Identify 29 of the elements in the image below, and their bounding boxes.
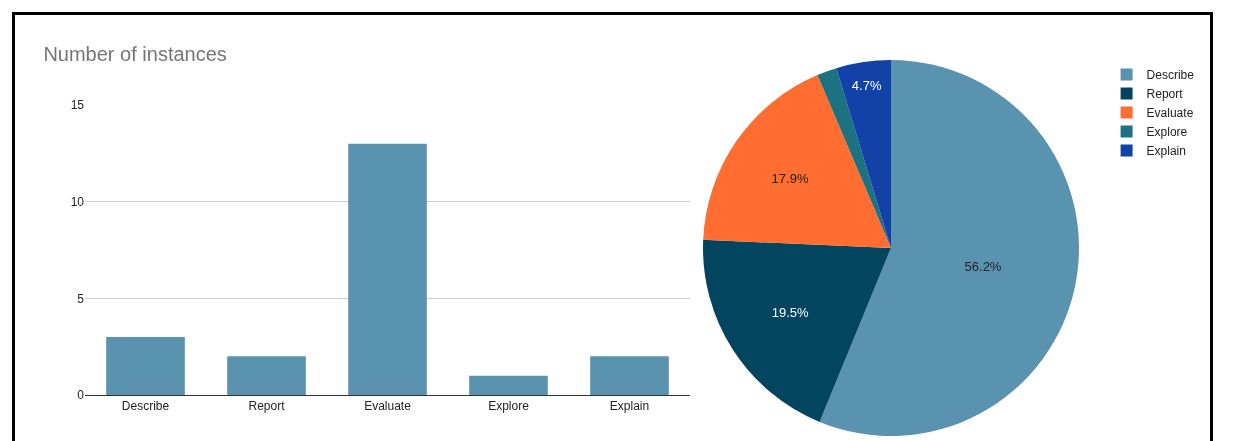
x-tick-label: Describe: [121, 399, 170, 414]
legend-label: Report: [1146, 87, 1184, 102]
chart-title: Number of instances: [43, 43, 227, 65]
data-label: 17.9%: [771, 170, 809, 186]
pie-slice: [819, 60, 1079, 436]
data-label: 19.5%: [771, 304, 810, 320]
pie-slice: [703, 239, 891, 422]
x-tick-label: Report: [248, 399, 286, 414]
bar: [590, 356, 669, 395]
bar: [227, 356, 306, 395]
y-tick-label: 5: [77, 291, 85, 306]
bar: [348, 143, 427, 395]
data-label: 56.2%: [964, 258, 1002, 274]
pie-slice: [703, 75, 891, 248]
x-tick-label: Explain: [609, 399, 650, 414]
y-tick-label: 0: [77, 388, 85, 403]
pie-slice: [836, 60, 891, 248]
pie-slice: [817, 68, 891, 248]
y-tick-label: 10: [70, 194, 85, 209]
legend-label: Explain: [1146, 144, 1186, 159]
data-label: 4.7%: [851, 78, 882, 94]
x-tick-label: Explore: [488, 399, 530, 414]
legend-label: Evaluate: [1146, 106, 1194, 121]
bar: [469, 375, 548, 395]
bar: [106, 337, 185, 395]
x-tick-label: Evaluate: [364, 399, 412, 414]
legend-label: Describe: [1146, 68, 1195, 83]
y-tick-label: 15: [70, 98, 85, 113]
legend-label: Explore: [1146, 125, 1188, 140]
